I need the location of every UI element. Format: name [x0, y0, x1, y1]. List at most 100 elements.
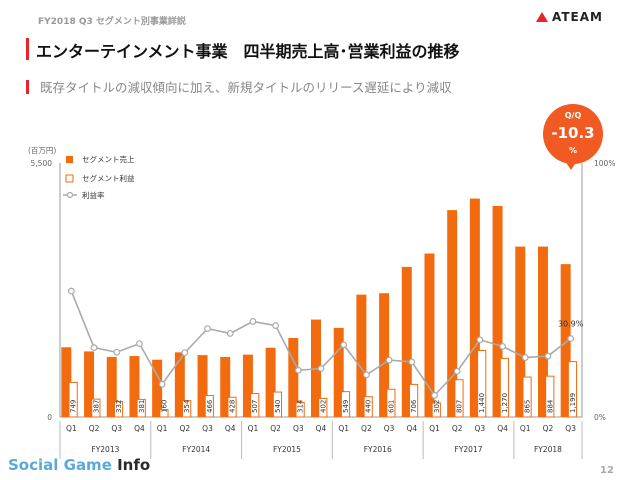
x-group-label: FY2017: [455, 445, 483, 454]
margin-point: [499, 342, 506, 350]
y-right-tick-label: 0%: [594, 413, 606, 422]
margin-point: [158, 380, 166, 388]
x-tick-label: Q4: [406, 424, 417, 433]
margin-point: [340, 341, 348, 349]
sales-bar: [333, 327, 344, 417]
x-tick-label: Q2: [270, 424, 281, 433]
profit-data-label: 440: [365, 400, 373, 413]
qoq-badge-label: Q/Q: [564, 111, 582, 120]
x-tick-label: Q1: [157, 424, 168, 433]
profit-data-label: 1,270: [501, 393, 509, 413]
sales-bar: [242, 354, 253, 417]
legend-swatch-profit: [65, 174, 74, 183]
x-tick-label: Q3: [111, 424, 122, 433]
profit-data-label: 1,199: [569, 393, 577, 413]
x-tick-label: Q1: [338, 424, 349, 433]
margin-point: [226, 330, 234, 337]
x-tick-label: Q4: [225, 424, 236, 433]
x-tick-label: Q2: [179, 424, 190, 433]
page-number: 12: [600, 465, 614, 476]
sales-bar: [152, 359, 163, 417]
profit-data-label: 332: [115, 400, 123, 413]
profit-bar: [68, 381, 78, 418]
sales-bar: [424, 253, 435, 417]
profit-bar: [204, 394, 214, 418]
margin-point: [204, 325, 211, 333]
sales-bar: [220, 356, 231, 417]
profit-bar: [409, 383, 419, 418]
margin-point: [567, 335, 575, 342]
sales-bar: [197, 355, 208, 417]
x-tick-label: Q1: [66, 424, 77, 433]
profit-bar: [431, 402, 441, 418]
sales-bar: [447, 210, 458, 417]
profit-data-label: 314: [297, 399, 305, 413]
profit-bar: [136, 398, 146, 418]
qoq-badge: Q/Q -10.3 %: [543, 104, 603, 164]
x-tick-label: Q2: [452, 424, 463, 433]
sales-bar: [379, 293, 390, 417]
margin-point: [181, 349, 189, 357]
sales-bar: [515, 246, 526, 417]
y-axis-unit-label: (百万円): [28, 146, 56, 155]
profit-data-label: 749: [70, 400, 78, 413]
sales-bar: [560, 264, 571, 417]
margin-point: [385, 356, 393, 364]
sales-bar: [401, 266, 412, 417]
legend-label-profit: セグメント利益: [82, 173, 135, 183]
legend-swatch-margin-dot: [66, 191, 74, 199]
profit-data-label: 1,440: [478, 393, 486, 413]
profit-bar: [318, 397, 328, 418]
profit-bar: [522, 376, 532, 418]
sales-bar: [129, 356, 140, 417]
sales-bar: [288, 338, 299, 417]
profit-bar: [386, 388, 396, 418]
x-tick-label: Q2: [89, 424, 100, 433]
profit-bar: [454, 379, 464, 418]
x-tick-label: Q3: [565, 424, 576, 433]
company-logo: ATEAM: [536, 10, 603, 24]
logo-text: ATEAM: [552, 10, 603, 24]
profit-bar: [499, 357, 509, 418]
x-group-label: FY2018: [534, 445, 562, 454]
margin-point: [362, 371, 370, 379]
profit-bar: [363, 396, 373, 418]
margin-point: [294, 366, 302, 374]
qoq-badge-pointer: [565, 161, 577, 170]
profit-data-label: 302: [433, 400, 441, 413]
profit-bar: [567, 361, 578, 418]
profit-data-label: 884: [546, 399, 554, 413]
footer-brand-part2: Info: [117, 456, 151, 474]
sales-bar: [356, 294, 367, 417]
x-tick-label: Q3: [475, 424, 486, 433]
subtitle-accent-bar: [26, 80, 29, 94]
profit-bar: [182, 400, 192, 418]
sales-bar: [106, 356, 117, 417]
margin-point: [317, 365, 325, 372]
profit-data-label: 428: [229, 400, 237, 413]
margin-point: [272, 322, 280, 329]
x-tick-label: Q4: [134, 424, 145, 433]
profit-data-label: 601: [387, 400, 395, 413]
x-tick-label: Q2: [361, 424, 372, 433]
profit-data-label: 540: [274, 400, 282, 413]
sales-bar: [265, 347, 276, 417]
profit-bar: [227, 396, 237, 418]
profit-bar: [477, 349, 487, 418]
sales-bar: [537, 246, 548, 417]
y-left-tick-label: 5,500: [31, 159, 53, 168]
legend-label-margin: 利益率: [82, 190, 105, 200]
x-tick-label: Q3: [293, 424, 304, 433]
profit-bar: [159, 409, 169, 418]
profit-bar: [295, 401, 305, 418]
legend-swatch-sales: [66, 156, 73, 163]
x-tick-label: Q2: [543, 424, 554, 433]
profit-bar: [545, 375, 555, 418]
profit-data-label: 381: [138, 400, 146, 413]
x-group-label: FY2014: [182, 445, 210, 454]
profit-bar: [250, 393, 260, 418]
title-accent-bar: [26, 38, 29, 60]
page-subtitle: 既存タイトルの減収傾向に加え、新規タイトルのリリース遅延により減収: [40, 80, 452, 95]
x-tick-label: Q3: [202, 424, 213, 433]
